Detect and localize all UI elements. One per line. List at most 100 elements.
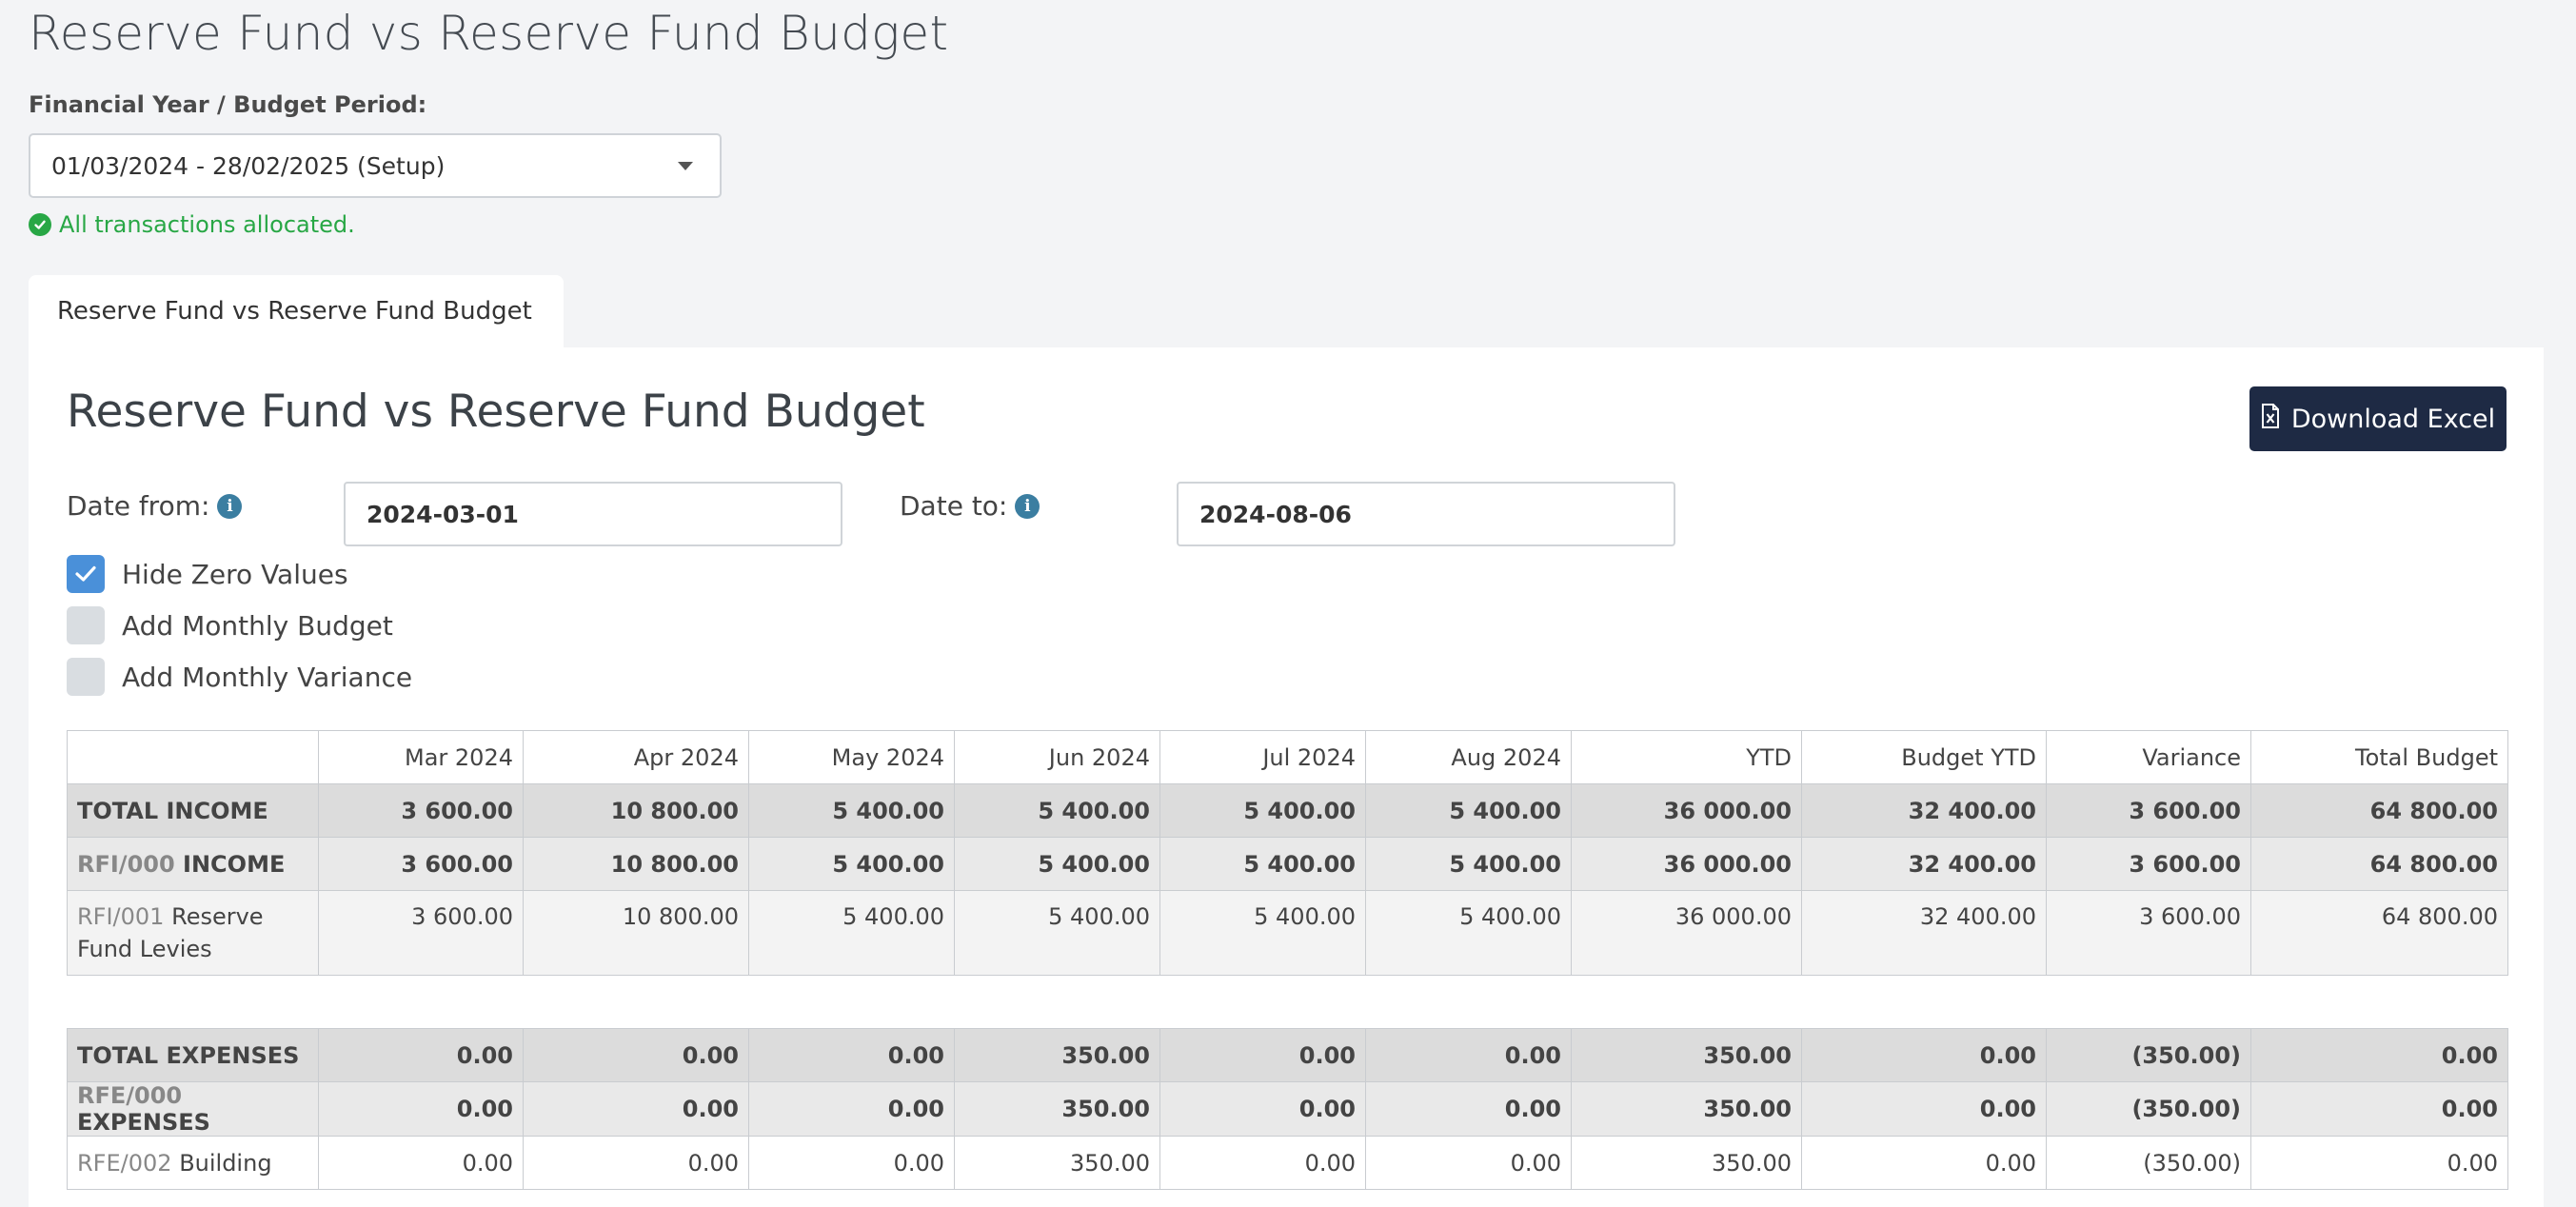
cell: 0.00 — [318, 1081, 524, 1137]
account-name: INCOME — [183, 850, 286, 878]
cell: 5 400.00 — [1365, 890, 1572, 976]
cell: 0.00 — [1801, 1136, 2047, 1190]
cell: 64 800.00 — [2250, 837, 2508, 891]
cell: 0.00 — [523, 1028, 749, 1082]
check-circle-icon — [29, 213, 51, 236]
variance-cell: 3 600.00 — [2046, 890, 2251, 976]
cell: 0.00 — [1159, 1081, 1366, 1137]
chevron-down-icon — [678, 161, 693, 170]
row-label: TOTAL INCOME — [67, 783, 319, 838]
tab-reserve-fund-report[interactable]: Reserve Fund vs Reserve Fund Budget — [29, 275, 564, 347]
cell: 350.00 — [1571, 1136, 1802, 1190]
cell: 0.00 — [2250, 1136, 2508, 1190]
spacer-row — [67, 975, 2508, 1029]
column-header: Budget YTD — [1801, 730, 2047, 784]
column-header: YTD — [1571, 730, 1802, 784]
cell: 5 400.00 — [748, 890, 955, 976]
cell: 0.00 — [1159, 1136, 1366, 1190]
cell: 3 600.00 — [318, 783, 524, 838]
cell: 5 400.00 — [1159, 890, 1366, 976]
cell: 0.00 — [318, 1028, 524, 1082]
date-from-input[interactable]: 2024-03-01 — [344, 482, 842, 546]
cell: 0.00 — [1801, 1028, 2047, 1082]
info-icon[interactable]: i — [217, 493, 243, 519]
column-header: Variance — [2046, 730, 2251, 784]
variance-cell: (350.00) — [2046, 1136, 2251, 1190]
fy-label: Financial Year / Budget Period: — [29, 91, 427, 118]
cell: 32 400.00 — [1801, 890, 2047, 976]
cell: 350.00 — [954, 1028, 1160, 1082]
cell: 5 400.00 — [954, 783, 1160, 838]
column-header — [67, 730, 319, 784]
column-header: Aug 2024 — [1365, 730, 1572, 784]
panel-title: Reserve Fund vs Reserve Fund Budget — [67, 386, 925, 438]
cell: 350.00 — [1571, 1028, 1802, 1082]
cell: 0.00 — [1159, 1028, 1366, 1082]
cell: 0.00 — [1801, 1081, 2047, 1137]
download-excel-button[interactable]: Download Excel — [2249, 386, 2507, 451]
cell: 350.00 — [954, 1081, 1160, 1137]
hide-zero-values-option[interactable]: Hide Zero Values — [67, 555, 348, 593]
cell: 5 400.00 — [954, 837, 1160, 891]
cell: 64 800.00 — [2250, 890, 2508, 976]
cell: 0.00 — [748, 1136, 955, 1190]
info-icon[interactable]: i — [1015, 493, 1040, 519]
cell: 3 600.00 — [318, 837, 524, 891]
checkbox-checked[interactable] — [67, 555, 105, 593]
cell: 350.00 — [954, 1136, 1160, 1190]
add-monthly-budget-option[interactable]: Add Monthly Budget — [67, 606, 393, 644]
account-code: RFI/000 — [77, 850, 175, 878]
cell: 0.00 — [2250, 1028, 2508, 1082]
fy-select[interactable]: 01/03/2024 - 28/02/2025 (Setup) — [29, 133, 722, 198]
cell: 10 800.00 — [523, 783, 749, 838]
account-code: RFE/002 — [77, 1149, 172, 1177]
cell: 5 400.00 — [1159, 837, 1366, 891]
cell: 5 400.00 — [1365, 783, 1572, 838]
account-name: EXPENSES — [77, 1109, 210, 1136]
account-code: RFI/001 — [77, 903, 165, 930]
cell: 0.00 — [748, 1081, 955, 1137]
cell: 0.00 — [1365, 1081, 1572, 1137]
date-to-input[interactable]: 2024-08-06 — [1177, 482, 1675, 546]
excel-file-icon — [2261, 403, 2280, 435]
expenses-group-row: RFE/000 EXPENSES 0.00 0.00 0.00 350.00 0… — [67, 1081, 2508, 1137]
column-header: May 2024 — [748, 730, 955, 784]
fy-select-value: 01/03/2024 - 28/02/2025 (Setup) — [51, 151, 446, 180]
column-header: Jun 2024 — [954, 730, 1160, 784]
row-label: RFI/001 Reserve Fund Levies — [67, 890, 319, 976]
add-monthly-variance-option[interactable]: Add Monthly Variance — [67, 658, 412, 696]
allocation-status: All transactions allocated. — [29, 211, 355, 238]
variance-cell: 3 600.00 — [2046, 837, 2251, 891]
date-from-label: Date from: i — [67, 490, 243, 522]
account-name: Reserve Fund Levies — [77, 903, 264, 962]
download-excel-label: Download Excel — [2290, 404, 2496, 434]
table-header-row: Mar 2024 Apr 2024 May 2024 Jun 2024 Jul … — [67, 730, 2508, 784]
column-header: Jul 2024 — [1159, 730, 1366, 784]
cell: 5 400.00 — [1159, 783, 1366, 838]
cell: 10 800.00 — [523, 837, 749, 891]
cell: 0.00 — [1365, 1028, 1572, 1082]
option-label: Add Monthly Variance — [122, 661, 413, 693]
variance-cell: (350.00) — [2046, 1028, 2251, 1082]
cell: 0.00 — [1365, 1136, 1572, 1190]
row-label: TOTAL EXPENSES — [67, 1028, 319, 1082]
cell: 10 800.00 — [523, 890, 749, 976]
expenses-line-row: RFE/002 Building 0.00 0.00 0.00 350.00 0… — [67, 1136, 2508, 1190]
income-line-row: RFI/001 Reserve Fund Levies 3 600.00 10 … — [67, 890, 2508, 976]
cell: 36 000.00 — [1571, 783, 1802, 838]
cell: 64 800.00 — [2250, 783, 2508, 838]
income-group-row: RFI/000 INCOME 3 600.00 10 800.00 5 400.… — [67, 837, 2508, 891]
checkbox[interactable] — [67, 658, 105, 696]
row-label: RFE/002 Building — [67, 1136, 319, 1190]
report-table: Mar 2024 Apr 2024 May 2024 Jun 2024 Jul … — [67, 730, 2508, 1190]
option-label: Hide Zero Values — [122, 558, 348, 590]
variance-cell: 3 600.00 — [2046, 783, 2251, 838]
checkbox[interactable] — [67, 606, 105, 644]
row-label: RFI/000 INCOME — [67, 837, 319, 891]
cell: 0.00 — [523, 1136, 749, 1190]
cell: 5 400.00 — [1365, 837, 1572, 891]
cell: 350.00 — [1571, 1081, 1802, 1137]
cell: 5 400.00 — [954, 890, 1160, 976]
total-expenses-row: TOTAL EXPENSES 0.00 0.00 0.00 350.00 0.0… — [67, 1028, 2508, 1082]
cell: 5 400.00 — [748, 837, 955, 891]
